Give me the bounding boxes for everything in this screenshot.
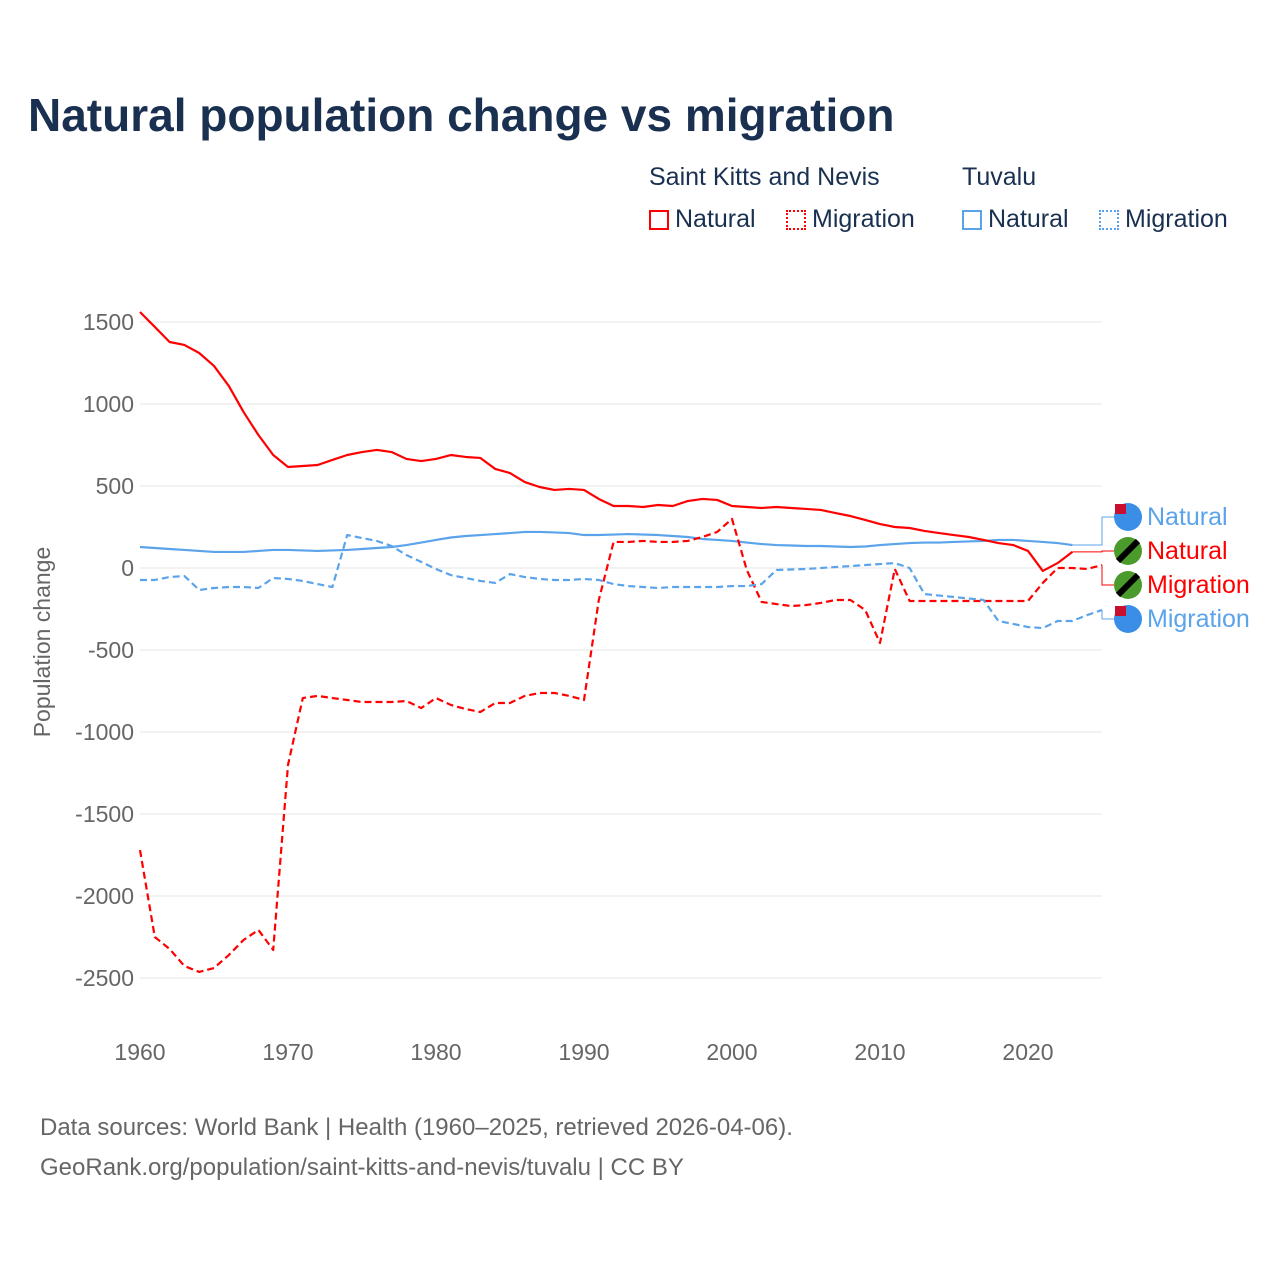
legend-swatch: [1099, 210, 1119, 230]
series-line-saint-kitts-and-nevis-migration: [138, 517, 1103, 974]
chart-title: Natural population change vs migration: [28, 89, 895, 141]
legend-label: Natural: [988, 205, 1069, 233]
flag-canton: [1115, 606, 1126, 616]
x-tick-label: 2010: [854, 1039, 905, 1065]
series-end-label: Natural: [1147, 503, 1228, 531]
legend-label: Natural: [675, 205, 756, 233]
footer: Data sources: World Bank | Health (1960–…: [40, 1108, 793, 1188]
series-line-saint-kitts-and-nevis-natural: [139, 311, 1074, 573]
legend-swatch: [962, 210, 982, 230]
series-end-label: Natural: [1147, 537, 1228, 565]
y-axis-label: Population change: [29, 547, 55, 738]
legend-swatch: [786, 210, 806, 230]
y-tick-label: -1500: [75, 801, 134, 827]
y-tick-label: -1000: [75, 719, 134, 745]
legend-skn-natural[interactable]: Natural: [649, 205, 756, 234]
x-tick-label: 2020: [1002, 1039, 1053, 1065]
y-tick-label: 500: [96, 473, 134, 499]
legend-skn-migration[interactable]: Migration: [786, 205, 915, 234]
legend-tuvalu-natural[interactable]: Natural: [962, 205, 1069, 234]
legend-tuvalu-migration[interactable]: Migration: [1099, 205, 1228, 234]
y-tick-label: -2500: [75, 965, 134, 991]
legend-label: Migration: [812, 205, 915, 233]
series-line-tuvalu-migration: [140, 533, 1103, 630]
legend-group-tuvalu: Tuvalu: [962, 163, 1037, 191]
y-tick-label: 0: [121, 555, 134, 581]
x-tick-label: 1980: [410, 1039, 461, 1065]
y-tick-label: 1000: [83, 391, 134, 417]
legend-swatch: [649, 210, 669, 230]
series-end-label: Migration: [1147, 571, 1250, 599]
x-tick-label: 1990: [558, 1039, 609, 1065]
label-connector: [1101, 565, 1114, 586]
flag-canton: [1115, 504, 1126, 514]
x-tick-label: 1960: [114, 1039, 165, 1065]
footer-sources: Data sources: World Bank | Health (1960–…: [40, 1114, 793, 1141]
label-connector: [1101, 609, 1114, 620]
x-tick-label: 1970: [262, 1039, 313, 1065]
y-tick-label: 1500: [83, 309, 134, 335]
y-tick-label: -500: [88, 637, 134, 663]
label-connector: [1072, 550, 1114, 553]
footer-link[interactable]: GeoRank.org/population/saint-kitts-and-n…: [40, 1154, 684, 1181]
legend-group-skn: Saint Kitts and Nevis: [649, 163, 880, 191]
y-tick-label: -2000: [75, 883, 134, 909]
flag-stripe: [1115, 538, 1141, 564]
series-line-tuvalu-natural: [139, 530, 1073, 554]
x-tick-label: 2000: [706, 1039, 757, 1065]
flag-stripe: [1115, 572, 1141, 598]
legend-label: Migration: [1125, 205, 1228, 233]
label-connector: [1072, 516, 1114, 546]
series-end-label: Migration: [1147, 605, 1250, 633]
